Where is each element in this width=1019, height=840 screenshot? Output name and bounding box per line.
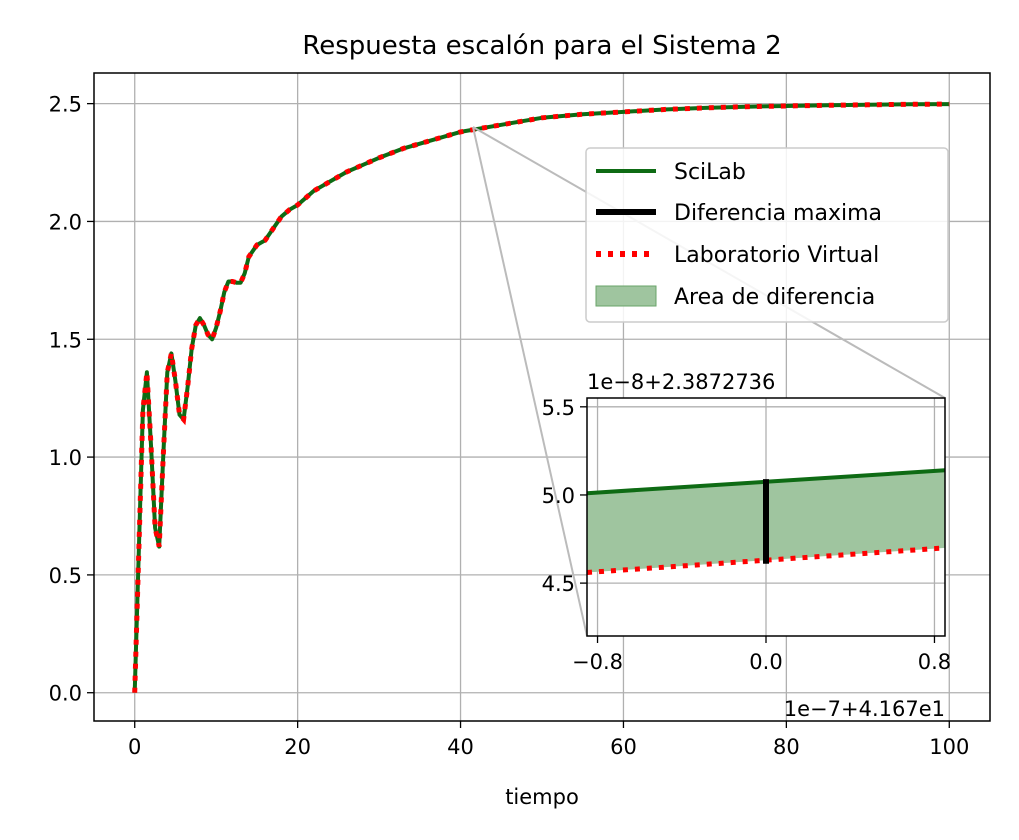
main-xtick-label: 80 — [773, 735, 800, 759]
main-xtick-label: 20 — [284, 735, 311, 759]
inset-x-offset-label: 1e−7+4.167e1 — [784, 697, 945, 721]
legend-label-area-de-diferencia: Area de diferencia — [674, 285, 875, 310]
legend-label-diferencia-maxima: Diferencia maxima — [674, 201, 882, 226]
main-ytick-label: 0.0 — [49, 682, 82, 706]
x-axis-label: tiempo — [505, 785, 579, 809]
inset-y-offset-label: 1e−8+2.3872736 — [587, 370, 775, 394]
main-ytick-label: 2.0 — [49, 210, 82, 234]
main-xtick-label: 0 — [128, 735, 141, 759]
legend-label-laboratorio-virtual: Laboratorio Virtual — [674, 243, 879, 268]
main-xtick-label: 40 — [447, 735, 474, 759]
inset-xtick-label: 0.8 — [918, 650, 951, 674]
inset-ytick-label: 5.5 — [542, 396, 575, 420]
inset-plot: −0.8 0.0 0.8 4.5 5.0 5.5 1e−8+2.3872736 1e−7+… — [542, 370, 952, 721]
main-ytick-label: 1.5 — [49, 328, 82, 352]
legend-swatch-area-de-diferencia — [595, 285, 657, 307]
main-ytick-label: 1.0 — [49, 446, 82, 470]
inset-xtick-label: 0.0 — [749, 650, 782, 674]
inset-plot-frame — [586, 397, 946, 637]
main-plot-frame — [93, 72, 991, 722]
inset-xtick-label: −0.8 — [572, 650, 623, 674]
legend: SciLab Diferencia maxima Laboratorio Vir… — [585, 147, 949, 323]
main-xtick-label: 60 — [610, 735, 637, 759]
main-ytick-label: 0.5 — [49, 564, 82, 588]
main-xtick-label: 100 — [929, 735, 969, 759]
main-ytick-label: 2.5 — [49, 93, 82, 117]
inset-ticks: −0.8 0.0 0.8 4.5 5.0 5.5 — [542, 396, 952, 674]
series-scilab-line — [132, 102, 950, 693]
chart-title: Respuesta escalón para el Sistema 2 — [302, 31, 781, 61]
legend-label-scilab: SciLab — [674, 160, 746, 185]
inset-ytick-label: 5.0 — [542, 484, 575, 508]
zoom-connector-left — [472, 126, 588, 637]
inset-ytick-label: 4.5 — [542, 572, 575, 596]
main-ticks: 0 20 40 60 80 100 0.0 0.5 1.0 1.5 2.0 2.5 — [49, 93, 970, 759]
legend-frame — [585, 147, 949, 323]
